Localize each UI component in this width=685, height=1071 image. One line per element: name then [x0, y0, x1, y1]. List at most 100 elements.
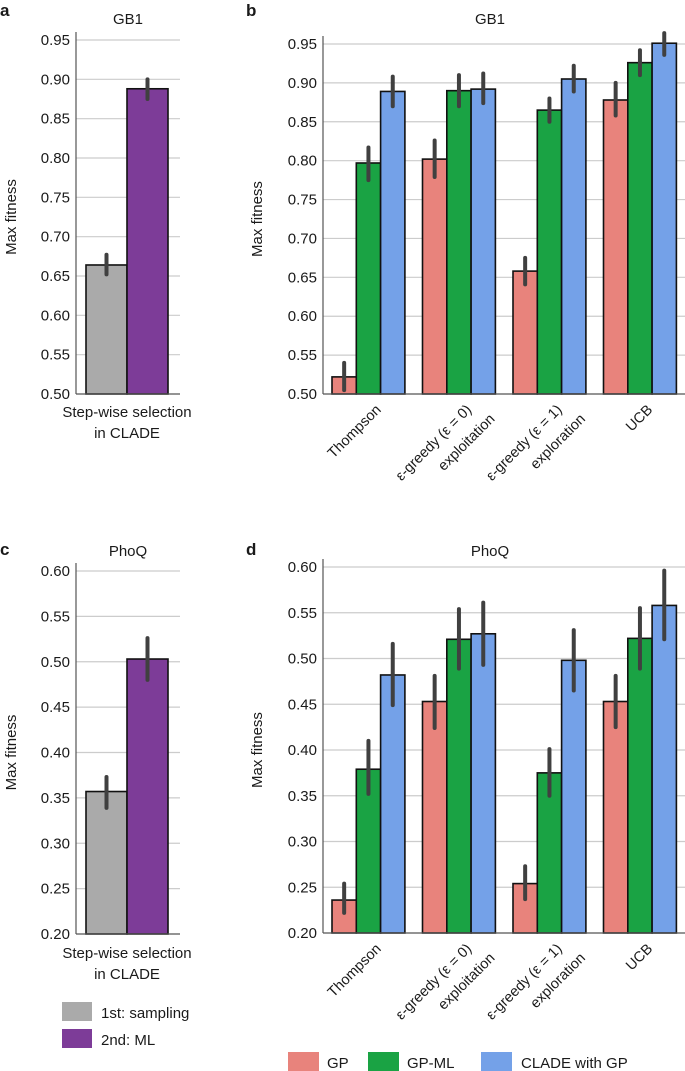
- bar-2nd-ml: [126, 658, 169, 935]
- legend-swatch-sampling: [62, 1002, 92, 1021]
- y-tick-label: 0.70: [41, 229, 70, 246]
- x-tick-label: Thompson: [325, 941, 385, 1001]
- legend-label-ml: 2nd: ML: [101, 1032, 155, 1049]
- bar-gp: [602, 700, 629, 934]
- y-tick-label: 0.35: [41, 790, 70, 807]
- bar-gp-ml: [445, 638, 472, 934]
- legend-swatch-gp: [288, 1052, 319, 1071]
- x-tick-label-group: ε-greedy (ε = 1)exploration: [483, 402, 589, 484]
- y-tick-label: 0.55: [41, 347, 70, 364]
- y-tick-label: 0.40: [288, 742, 317, 759]
- legend-swatch-ml: [62, 1029, 92, 1048]
- bar-clade-with-gp: [651, 604, 678, 934]
- bar-clade-with-gp: [379, 674, 406, 934]
- bar-1st-sampling: [85, 790, 128, 935]
- y-tick-label: 0.65: [288, 269, 317, 286]
- y-tick-label: 0.70: [288, 230, 317, 247]
- y-tick-label: 0.45: [41, 699, 70, 716]
- y-tick-label: 0.60: [288, 308, 317, 325]
- panel-letter-d: d: [246, 540, 256, 559]
- y-tick-label: 0.40: [41, 745, 70, 762]
- y-axis-label: Max fitness: [249, 712, 266, 788]
- bar-clade-with-gp: [651, 42, 678, 395]
- legend-label-clade: CLADE with GP: [521, 1055, 628, 1071]
- y-tick-label: 0.35: [288, 788, 317, 805]
- y-tick-label: 0.25: [288, 879, 317, 896]
- y-tick-label: 0.80: [41, 150, 70, 167]
- y-tick-label: 0.50: [41, 654, 70, 671]
- y-tick-label: 0.50: [288, 651, 317, 668]
- x-tick-label-group: UCB: [623, 941, 656, 974]
- y-tick-label: 0.95: [41, 32, 70, 49]
- y-tick-label: 0.85: [288, 114, 317, 131]
- bar-gp: [421, 700, 448, 934]
- bar-clade-with-gp: [560, 659, 587, 934]
- chart-title: PhoQ: [109, 543, 147, 560]
- x-tick-label: Thompson: [325, 402, 385, 462]
- y-tick-label: 0.60: [41, 307, 70, 324]
- bar-gp: [602, 99, 629, 395]
- x-axis-label: Step-wise selection: [62, 945, 191, 962]
- panel-b: GB1 Max fitness 0.50 0.55 0.60 0.65 0.70 0.75 0.…: [249, 11, 685, 484]
- chart-title: GB1: [113, 11, 143, 28]
- y-tick-label: 0.30: [288, 834, 317, 851]
- y-tick-label: 0.60: [288, 559, 317, 576]
- x-tick-label: UCB: [623, 941, 656, 974]
- x-axis-label: in CLADE: [94, 425, 160, 442]
- y-tick-label: 0.55: [288, 347, 317, 364]
- chart-title: GB1: [475, 11, 505, 28]
- y-tick-label: 0.20: [41, 926, 70, 943]
- x-tick-label-group: Thompson: [325, 941, 385, 1001]
- y-tick-label: 0.30: [41, 835, 70, 852]
- x-tick-label-group: ε-greedy (ε = 0)exploitation: [393, 941, 499, 1023]
- legend-swatch-gp-ml: [368, 1052, 399, 1071]
- y-tick-label: 0.60: [41, 563, 70, 580]
- bar-clade-with-gp: [470, 88, 497, 395]
- y-tick-label: 0.80: [288, 153, 317, 170]
- bar-clade-with-gp: [470, 632, 497, 934]
- bar-gp-ml: [355, 768, 382, 934]
- x-tick-label-group: ε-greedy (ε = 1)exploration: [483, 941, 589, 1023]
- bar-gp-ml: [355, 162, 382, 395]
- panel-letter-c: c: [0, 540, 9, 559]
- panel-letter-b: b: [246, 1, 256, 20]
- y-axis-label: Max fitness: [3, 179, 20, 255]
- bar-clade-with-gp: [560, 78, 587, 395]
- bar-gp-ml: [536, 109, 563, 395]
- x-tick-label-group: Thompson: [325, 402, 385, 462]
- y-tick-label: 0.20: [288, 925, 317, 942]
- panel-a: GB1 Max fitness 0.50 0.55 0.60 0.65 0.70 0.75 0.…: [3, 11, 192, 442]
- y-tick-label: 0.50: [41, 386, 70, 403]
- bar-1st-sampling: [85, 264, 128, 395]
- y-tick-label: 0.55: [288, 605, 317, 622]
- y-tick-label: 0.85: [41, 111, 70, 128]
- legend-label-gp-ml: GP-ML: [407, 1055, 455, 1071]
- y-tick-label: 0.75: [41, 189, 70, 206]
- y-tick-label: 0.45: [288, 696, 317, 713]
- legend-stepwise: 1st: sampling 2nd: ML: [62, 1002, 189, 1049]
- panel-letter-a: a: [0, 1, 10, 20]
- legend-methods: GP GP-ML CLADE with GP: [288, 1052, 628, 1071]
- x-axis-label: in CLADE: [94, 966, 160, 983]
- x-tick-label: UCB: [623, 402, 656, 435]
- chart-title: PhoQ: [471, 543, 509, 560]
- y-tick-label: 0.25: [41, 881, 70, 898]
- bar-gp-ml: [626, 61, 653, 395]
- y-tick-label: 0.95: [288, 36, 317, 53]
- bar-2nd-ml: [126, 87, 169, 395]
- bar-gp-ml: [626, 637, 653, 934]
- x-tick-label-group: UCB: [623, 402, 656, 435]
- legend-swatch-clade: [481, 1052, 512, 1071]
- y-tick-label: 0.55: [41, 608, 70, 625]
- y-tick-label: 0.65: [41, 268, 70, 285]
- y-tick-label: 0.90: [41, 71, 70, 88]
- x-axis-label: Step-wise selection: [62, 404, 191, 421]
- x-tick-label-group: ε-greedy (ε = 0)exploitation: [393, 402, 499, 484]
- bar-gp: [421, 158, 448, 395]
- legend-label-sampling: 1st: sampling: [101, 1005, 189, 1022]
- panel-c: PhoQ Max fitness 0.20 0.25 0.30 0.35 0.40 0.45 0…: [3, 543, 192, 983]
- y-axis-label: Max fitness: [249, 181, 266, 257]
- bar-gp: [512, 270, 539, 395]
- bar-clade-with-gp: [379, 90, 406, 395]
